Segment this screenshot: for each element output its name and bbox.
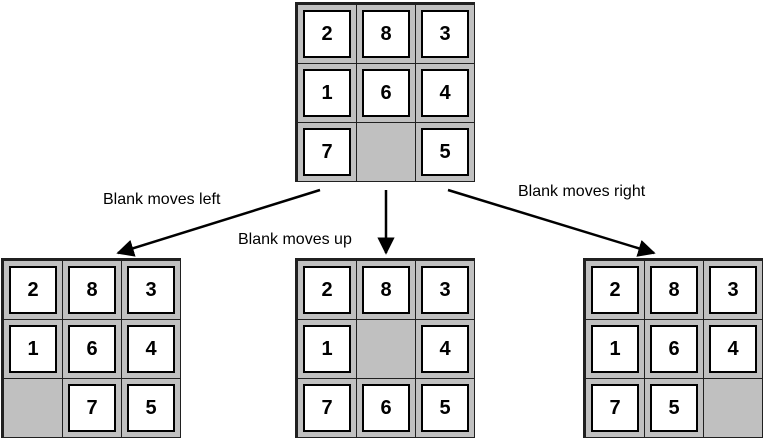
tile: 2: [591, 266, 639, 314]
puzzle-cell: 4: [415, 319, 475, 379]
blank-cell: [703, 378, 763, 438]
tile: 6: [650, 325, 698, 373]
tile: 1: [591, 325, 639, 373]
puzzle-cell: 6: [356, 378, 416, 438]
label-blank-moves-right: Blank moves right: [518, 183, 646, 200]
puzzle-cell: 1: [3, 319, 63, 379]
tile: 1: [9, 325, 57, 373]
tile: 8: [362, 10, 410, 58]
tile: 4: [709, 325, 757, 373]
puzzle-cell: 7: [297, 378, 357, 438]
puzzle-cell: 1: [297, 63, 357, 123]
puzzle-cell: 4: [703, 319, 763, 379]
puzzle-cell: 5: [415, 122, 475, 182]
tile: 1: [303, 325, 351, 373]
tile: 3: [127, 266, 175, 314]
tile: 8: [68, 266, 116, 314]
puzzle-cell: 7: [297, 122, 357, 182]
puzzle-cell: 3: [415, 4, 475, 64]
tile: 5: [421, 384, 469, 432]
tile: 5: [127, 384, 175, 432]
puzzle-cell: 3: [121, 260, 181, 320]
tile: 7: [303, 128, 351, 176]
tile: 6: [68, 325, 116, 373]
puzzle-cell: 2: [3, 260, 63, 320]
puzzle-cell: 6: [62, 319, 122, 379]
blank-cell: [356, 122, 416, 182]
tile: 3: [421, 266, 469, 314]
tile: 6: [362, 384, 410, 432]
puzzle-cell: 5: [415, 378, 475, 438]
puzzle-cell: 3: [703, 260, 763, 320]
tile: 4: [127, 325, 175, 373]
tile: 4: [421, 69, 469, 117]
puzzle-cell: 1: [585, 319, 645, 379]
puzzle-cell: 7: [62, 378, 122, 438]
puzzle-cell: 4: [415, 63, 475, 123]
puzzle-cell: 8: [356, 4, 416, 64]
tile: 7: [591, 384, 639, 432]
puzzle-cell: 1: [297, 319, 357, 379]
tile: 2: [303, 10, 351, 58]
tile: 7: [68, 384, 116, 432]
tile: 4: [421, 325, 469, 373]
tile: 2: [303, 266, 351, 314]
tile: 6: [362, 69, 410, 117]
tile: 3: [421, 10, 469, 58]
puzzle-cell: 8: [644, 260, 704, 320]
tile: 5: [421, 128, 469, 176]
tile: 7: [303, 384, 351, 432]
puzzle-cell: 6: [356, 63, 416, 123]
tile: 5: [650, 384, 698, 432]
puzzle-cell: 5: [644, 378, 704, 438]
puzzle-cell: 5: [121, 378, 181, 438]
arrow-to-left-board: [116, 188, 321, 257]
arrow-to-right-board: [447, 188, 656, 257]
puzzle-cell: 8: [62, 260, 122, 320]
tile: 8: [362, 266, 410, 314]
tile: 2: [9, 266, 57, 314]
puzzle-cell: 7: [585, 378, 645, 438]
label-blank-moves-up: Blank moves up: [238, 231, 352, 248]
tile: 3: [709, 266, 757, 314]
label-blank-moves-left: Blank moves left: [103, 191, 221, 208]
tile: 8: [650, 266, 698, 314]
puzzle-cell: 2: [297, 4, 357, 64]
puzzle-cell: 8: [356, 260, 416, 320]
puzzle-cell: 6: [644, 319, 704, 379]
tile: 1: [303, 69, 351, 117]
